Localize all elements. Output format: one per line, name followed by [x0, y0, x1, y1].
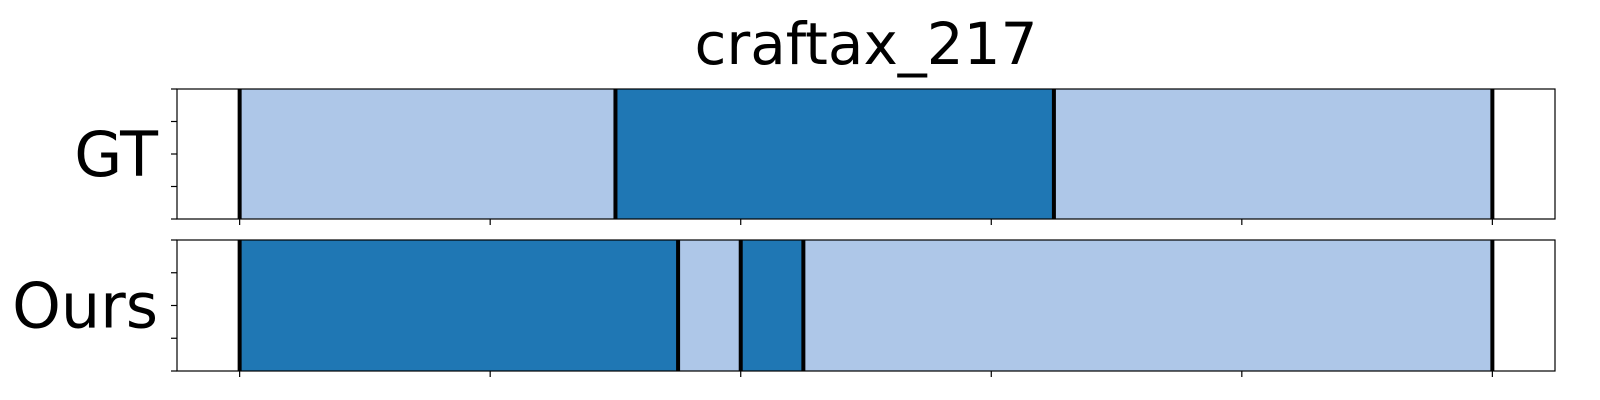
- chart-title: craftax_217: [695, 10, 1038, 78]
- segment-gt-2: [1053, 89, 1493, 219]
- row-label-ours: Ours: [12, 270, 158, 343]
- row-label-gt: GT: [74, 118, 159, 191]
- segment-gt-1: [615, 89, 1054, 219]
- segment-ours-0: [239, 240, 679, 371]
- segment-ours-2: [740, 240, 804, 371]
- segment-ours-3: [803, 240, 1493, 371]
- chart-rows: GT Ours: [12, 88, 1556, 377]
- segment-gt-0: [239, 89, 616, 219]
- segment-ours-1: [678, 240, 741, 371]
